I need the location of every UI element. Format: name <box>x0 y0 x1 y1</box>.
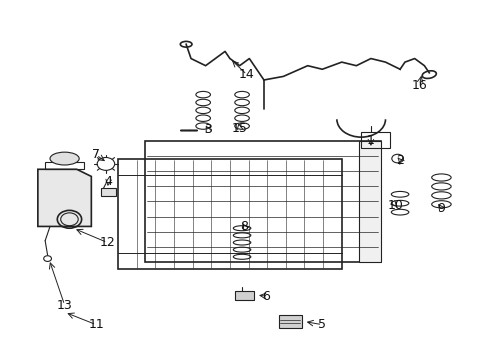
Text: 16: 16 <box>411 79 427 92</box>
Text: 6: 6 <box>262 289 270 303</box>
Text: 14: 14 <box>239 68 254 81</box>
Bar <box>361 132 389 148</box>
Bar <box>118 158 341 269</box>
Bar <box>45 162 84 169</box>
Text: 8: 8 <box>240 220 248 233</box>
Bar <box>144 141 380 262</box>
Text: 12: 12 <box>99 236 115 249</box>
Text: 1: 1 <box>366 134 374 147</box>
Text: 7: 7 <box>92 148 100 162</box>
Text: 3: 3 <box>203 123 211 136</box>
Text: 9: 9 <box>437 202 445 215</box>
Bar <box>358 141 380 262</box>
Text: 4: 4 <box>104 175 112 188</box>
Polygon shape <box>38 169 91 226</box>
Text: 15: 15 <box>231 122 247 135</box>
Bar <box>234 291 254 300</box>
Text: 11: 11 <box>88 318 104 331</box>
Text: 2: 2 <box>395 154 403 167</box>
Text: 13: 13 <box>57 298 72 311</box>
Ellipse shape <box>50 152 79 165</box>
Text: 5: 5 <box>318 318 325 331</box>
Text: 10: 10 <box>386 198 402 212</box>
Bar <box>101 188 116 196</box>
Bar <box>278 315 301 328</box>
